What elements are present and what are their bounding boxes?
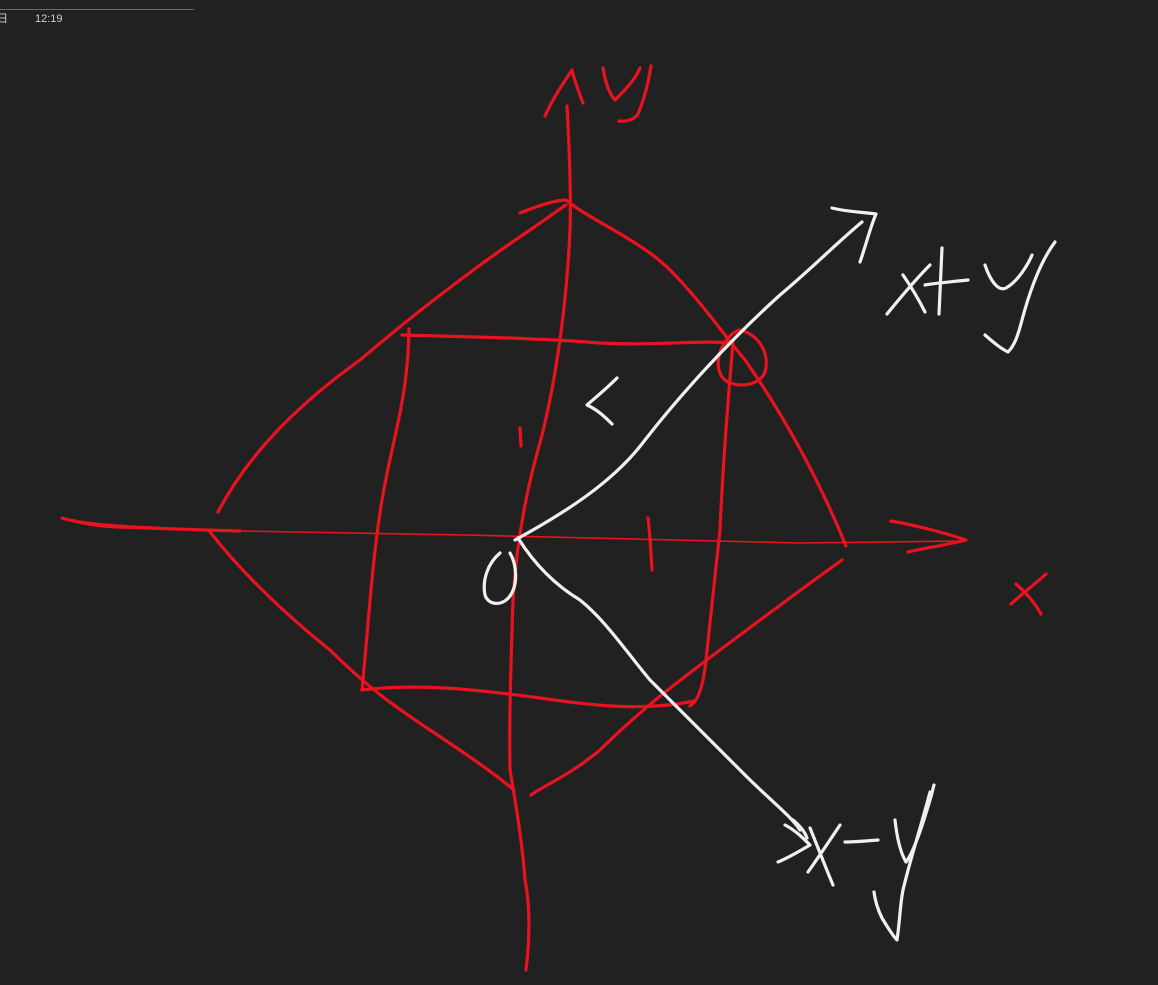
status-bar: 日 12:19	[0, 0, 194, 26]
inner-square-right	[688, 341, 735, 708]
x-unit-tick	[646, 516, 654, 572]
less-than-mark	[585, 376, 619, 426]
outer-diamond-bottom-left	[208, 530, 516, 792]
x-axis-arrowhead	[889, 519, 968, 554]
y-axis-arrowhead	[543, 68, 585, 118]
x-plus-y-label-y	[983, 240, 1057, 354]
inner-square-top	[400, 333, 735, 346]
outer-diamond-top-left	[216, 203, 568, 514]
x-minus-y-label-minus	[843, 838, 880, 844]
x-axis-line	[61, 517, 964, 544]
x-plus-y-axis-arrowhead	[830, 206, 878, 264]
timestamp: 12:19	[35, 13, 63, 25]
intersection-circle	[716, 328, 768, 387]
x-plus-y-label-x	[885, 263, 932, 316]
x-minus-y-label-y	[872, 783, 936, 942]
inner-square-left	[360, 327, 411, 692]
date-glyph: 日	[0, 12, 8, 25]
y-axis-label-y	[601, 64, 653, 123]
x-plus-y-axis-line	[513, 220, 864, 542]
origin-label-o	[482, 551, 518, 605]
inner-square-bottom	[360, 685, 697, 709]
outer-diamond-top-right	[518, 198, 848, 548]
status-bar-divider	[0, 9, 194, 10]
y-unit-tick	[518, 426, 523, 448]
x-plus-y-label-plus	[923, 246, 970, 316]
outer-diamond-bottom-right	[529, 558, 844, 797]
x-minus-y-label-x	[806, 823, 842, 887]
x-axis-label-x	[1009, 572, 1048, 616]
x-minus-y-axis-line	[516, 536, 802, 832]
x-axis-left-tick	[60, 516, 242, 533]
x-minus-y-axis-arrowhead	[776, 818, 812, 864]
